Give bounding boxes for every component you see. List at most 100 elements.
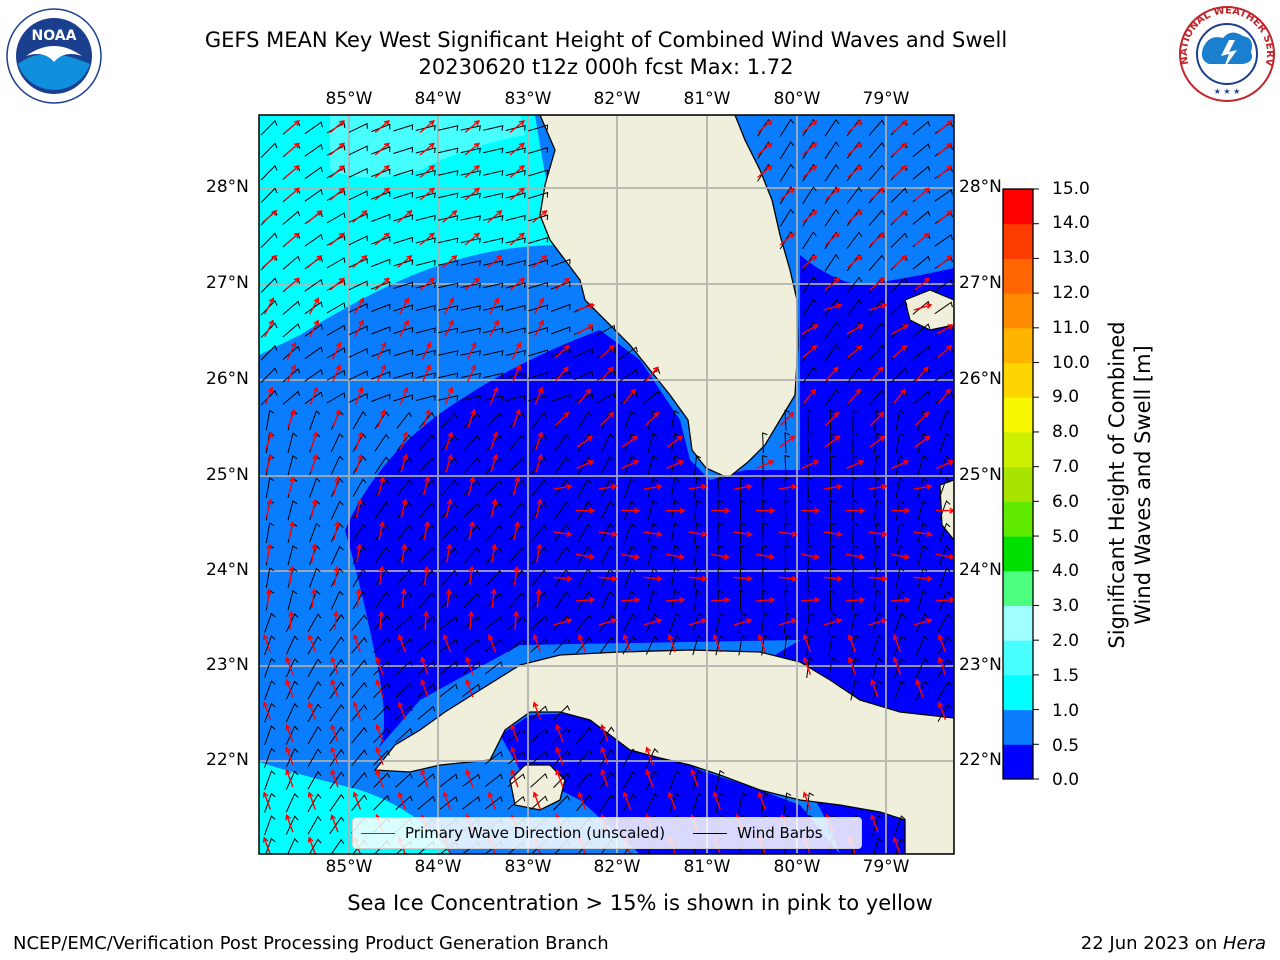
wave-direction-arrow xyxy=(801,460,820,469)
wind-barb xyxy=(912,345,931,360)
wind-barb xyxy=(307,725,322,745)
wind-barb xyxy=(622,748,637,767)
wind-barb xyxy=(599,636,615,654)
wind-barb xyxy=(285,725,299,745)
wave-direction-arrow xyxy=(535,588,542,608)
wind-barb xyxy=(348,212,368,223)
colorbar-segment xyxy=(1003,327,1033,364)
wind-barb xyxy=(463,569,480,586)
wave-direction-arrow xyxy=(622,791,632,810)
wave-direction-arrow xyxy=(374,232,391,246)
wave-direction-arrow xyxy=(288,565,295,585)
wind-barb xyxy=(550,371,571,380)
wave-direction-arrow xyxy=(869,232,886,246)
wind-barb xyxy=(762,544,768,566)
wave-direction-arrow xyxy=(284,142,301,156)
chart-subtitle: 20230620 t12z 000h fcst Max: 1.72 xyxy=(418,55,794,79)
wind-barb xyxy=(554,523,570,542)
lat-label-right-28n: 28°N xyxy=(959,177,1002,197)
wave-direction-arrow xyxy=(400,498,408,518)
wind-barb xyxy=(282,390,301,405)
lat-label-left-23n: 23°N xyxy=(206,655,249,675)
wave-direction-arrow xyxy=(847,164,863,179)
wind-barb xyxy=(619,346,638,360)
wind-barb xyxy=(505,349,526,356)
wind-barb xyxy=(460,395,481,401)
wind-barb xyxy=(417,615,436,630)
wind-barb xyxy=(807,567,813,589)
wave-direction-arrow xyxy=(513,475,521,495)
wind-barb xyxy=(852,567,859,589)
wind-barb xyxy=(282,345,301,360)
legend-item-wave: Primary Wave Direction (unscaled) xyxy=(361,824,665,842)
wind-barb xyxy=(309,410,321,431)
wind-barb xyxy=(531,456,548,474)
wave-direction-arrow xyxy=(465,678,474,698)
wind-barb xyxy=(374,568,390,587)
wave-direction-arrow xyxy=(712,791,722,810)
wave-direction-arrow xyxy=(868,575,888,582)
wave-direction-arrow xyxy=(333,610,340,631)
wind-barb xyxy=(483,260,504,266)
wave-direction-arrow xyxy=(643,531,663,537)
wind-barb xyxy=(485,569,503,586)
wave-direction-arrow xyxy=(780,411,795,426)
wave-direction-arrow xyxy=(352,209,368,224)
wind-barb xyxy=(329,748,345,767)
wind-barb xyxy=(264,770,276,791)
wind-barb xyxy=(508,412,525,429)
wind-barb xyxy=(807,499,813,521)
wave-direction-arrow xyxy=(330,746,339,765)
wave-direction-arrow xyxy=(375,723,384,743)
wind-barb xyxy=(868,254,885,271)
wind-barb xyxy=(624,432,636,453)
wind-barb xyxy=(917,477,928,498)
wind-barb xyxy=(829,499,836,521)
wind-barb xyxy=(484,638,503,652)
wind-barb xyxy=(415,349,436,356)
lat-label-left-26n: 26°N xyxy=(206,369,249,389)
wind-barb xyxy=(440,592,458,609)
wind-barb xyxy=(600,433,614,453)
wind-barb xyxy=(895,567,905,588)
wind-barb xyxy=(739,522,746,544)
wave-direction-arrow xyxy=(442,254,458,269)
wind-barb xyxy=(463,434,480,451)
wind-barb xyxy=(915,613,929,633)
wind-barb xyxy=(670,432,680,453)
wave-direction-arrow xyxy=(397,701,407,720)
colorbar-tick-12: 12.0 xyxy=(1052,283,1090,303)
wind-barb xyxy=(304,301,323,315)
wave-direction-arrow xyxy=(936,324,954,335)
wind-barb xyxy=(309,567,321,588)
wind-barb xyxy=(828,634,837,656)
wave-direction-arrow xyxy=(620,553,641,560)
wind-barb xyxy=(371,393,391,403)
wave-direction-arrow xyxy=(333,475,341,495)
wind-barb xyxy=(483,305,504,311)
wind-barb xyxy=(647,522,658,543)
wind-barb xyxy=(577,478,592,497)
wind-barb xyxy=(352,590,367,610)
wind-barb xyxy=(554,591,570,610)
wave-direction-arrow xyxy=(332,408,341,428)
wind-barb xyxy=(846,231,863,249)
wind-barb xyxy=(670,499,680,521)
wind-barb xyxy=(507,728,526,743)
wave-direction-arrow xyxy=(375,746,384,765)
wind-barb xyxy=(762,589,768,611)
wind-barb xyxy=(934,368,953,382)
wind-barb xyxy=(348,302,368,313)
wind-barb xyxy=(850,679,860,701)
wind-barb xyxy=(850,634,860,656)
wind-barb xyxy=(894,635,906,656)
wave-direction-arrow xyxy=(333,565,340,585)
wave-direction-arrow xyxy=(378,520,385,541)
wave-direction-arrow xyxy=(510,768,519,788)
wind-barb xyxy=(937,613,952,632)
wind-barb xyxy=(285,815,299,835)
wave-direction-arrow xyxy=(534,386,544,405)
wind-barb xyxy=(439,773,458,787)
sea-ice-note: Sea Ice Concentration > 15% is shown in … xyxy=(347,891,933,915)
wind-barb xyxy=(505,282,526,289)
